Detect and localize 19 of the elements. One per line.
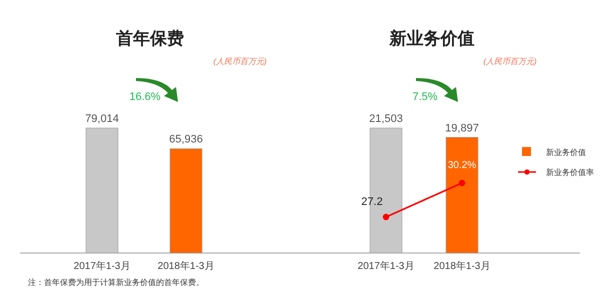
text: 16.6% — [129, 91, 161, 103]
x-tick-label: 2018年1-3月 — [434, 260, 490, 272]
x-tick-label: 2017年1-3月 — [358, 260, 414, 272]
chart-subtitle: (人民币百万元) — [213, 57, 267, 66]
chart-title: 新业务价值 — [388, 29, 474, 48]
chart-subtitle: (人民币百万元) — [483, 57, 537, 66]
data-label: 65,936 — [169, 134, 203, 146]
x-tick-label: 2017年1-3月 — [74, 260, 130, 272]
data-label: 19,897 — [445, 122, 479, 134]
text: 7.5% — [412, 91, 438, 103]
legend-label: 新业务价值 — [546, 148, 586, 157]
x-tick-label: 2018年1-3月 — [158, 260, 214, 272]
data-label: 21,503 — [369, 113, 403, 125]
data-label: 79,014 — [85, 113, 119, 125]
data-label: 30.2% — [448, 160, 476, 171]
legend-label: 新业务价值率 — [546, 168, 594, 177]
data-label: 27.2 — [361, 196, 383, 208]
text: 注：首年保费为用于计算新业务价值的首年保费。 — [28, 278, 204, 287]
chart-title: 首年保费 — [115, 29, 184, 48]
